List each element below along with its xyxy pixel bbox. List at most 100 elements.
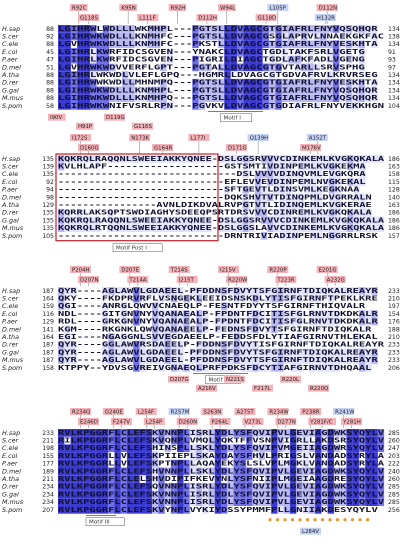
residue-shade [296, 333, 303, 341]
residue-shade [296, 490, 303, 499]
residue-shade [192, 25, 199, 33]
mutation-label-bg [168, 266, 190, 273]
residue-shade [268, 86, 276, 95]
residue-shade [304, 155, 311, 163]
residue-shade [131, 216, 139, 225]
residue-shade [195, 287, 203, 295]
alignment-row: G.gal 135 KQKRQLRAQQNLSWEEIAKKYQNEE-DSLGGS… [2, 215, 400, 224]
residue-shade [246, 452, 253, 460]
residue-shade [177, 348, 184, 357]
residue-shade [230, 40, 238, 49]
residue-shade [58, 94, 65, 102]
residue-shade [365, 364, 372, 372]
residue-shade [271, 467, 278, 476]
residue-shade [160, 25, 167, 33]
residue-shade [256, 55, 263, 64]
residue-shade [313, 40, 321, 49]
residue-shade [352, 436, 360, 445]
residue-shade [340, 224, 348, 232]
residue-shade [358, 317, 366, 326]
mutation-label-bg [242, 418, 264, 425]
residue-shade [139, 482, 146, 491]
residue-shade [133, 475, 140, 483]
residue-shade [296, 294, 303, 303]
residue-shade [239, 348, 247, 357]
motif-label: Motif I [224, 116, 242, 122]
residue-shade [313, 63, 321, 72]
residue-shade [283, 490, 291, 499]
residue-shade [114, 475, 121, 483]
residue-shade [277, 310, 284, 318]
residue-shade [89, 444, 96, 453]
residue-shade [158, 364, 165, 372]
residue-shade [164, 356, 171, 364]
mutation-label: K95N [121, 5, 135, 11]
residue-shade [221, 348, 228, 357]
residue-shade [162, 224, 169, 232]
residue-shade [264, 325, 272, 334]
motif-label-box [85, 517, 125, 527]
residue-shade [365, 452, 372, 460]
residue-shade [168, 155, 176, 163]
residue-shade [334, 208, 342, 217]
residue-shade [230, 155, 237, 163]
residue-shade [279, 216, 286, 225]
species-name: C.ele [2, 40, 18, 48]
residue-shade [64, 94, 71, 102]
sequence-text: RVLKPGGRFLCLEFSKVNNPLISRLYDLYSFQVIPVLGEV… [58, 489, 385, 498]
residue-shade [322, 155, 329, 163]
residue-shade [211, 86, 218, 95]
residue-shade [258, 482, 266, 491]
residue-shade [177, 498, 184, 506]
residue-shade [308, 310, 316, 318]
residue-shade [377, 475, 385, 483]
residue-shade [147, 86, 155, 95]
residue-shade [279, 162, 286, 171]
residue-shade [359, 162, 366, 171]
residue-shade [273, 216, 280, 225]
residue-shade [320, 32, 327, 41]
residue-shade [89, 429, 96, 437]
residue-shade [145, 356, 153, 364]
residue-shade [340, 155, 348, 163]
residue-shade [121, 32, 129, 41]
residue-shade [120, 287, 128, 295]
species-name: A.tha [1, 475, 19, 483]
residue-shade [289, 356, 297, 364]
residue-shade [101, 436, 109, 445]
residue-shade [114, 467, 121, 476]
residue-shade [236, 32, 244, 41]
end-position: 93 [388, 57, 396, 64]
start-position: 187 [42, 342, 54, 349]
sequence-text: RVLKPGGRFLCLEFSHVNNPLLSKLYDLYSFQVIPVLGEV… [58, 466, 385, 475]
residue-shade [365, 498, 372, 506]
residue-shade [296, 467, 303, 476]
residue-shade [64, 55, 71, 64]
residue-shade [224, 48, 231, 56]
mutation-label-bg [247, 134, 269, 141]
residue-shade [137, 224, 145, 232]
residue-shade [242, 216, 249, 225]
residue-shade [152, 452, 159, 460]
mutation-label: R92C [72, 5, 87, 11]
sequence-text: KTPPY--YDVSGVREIVGNAEQLPRFPDKSFDCYTIAFGI… [58, 363, 372, 372]
residue-shade [77, 63, 84, 72]
residue-shade [183, 310, 190, 318]
alignment-row: D.rer 234 RVLKPGGRFLCLEFSQVNNPLISRLYDLYSFQ… [2, 482, 400, 491]
residue-shade [264, 498, 272, 506]
residue-shade [233, 325, 240, 334]
mutation-label-bg [78, 144, 99, 151]
end-position: 134 [388, 26, 400, 33]
residue-shade [346, 429, 353, 437]
residue-shade [333, 356, 341, 364]
residue-shade [289, 317, 297, 326]
residue-shade [264, 467, 272, 476]
residue-shade [332, 78, 340, 87]
residue-shade [275, 78, 282, 87]
mutation-label-bg [70, 408, 91, 415]
residue-shade [339, 40, 346, 49]
residue-shade [107, 216, 114, 225]
residue-shade [321, 444, 328, 453]
species-name: D.rer [2, 341, 19, 349]
residue-shade [83, 48, 91, 56]
